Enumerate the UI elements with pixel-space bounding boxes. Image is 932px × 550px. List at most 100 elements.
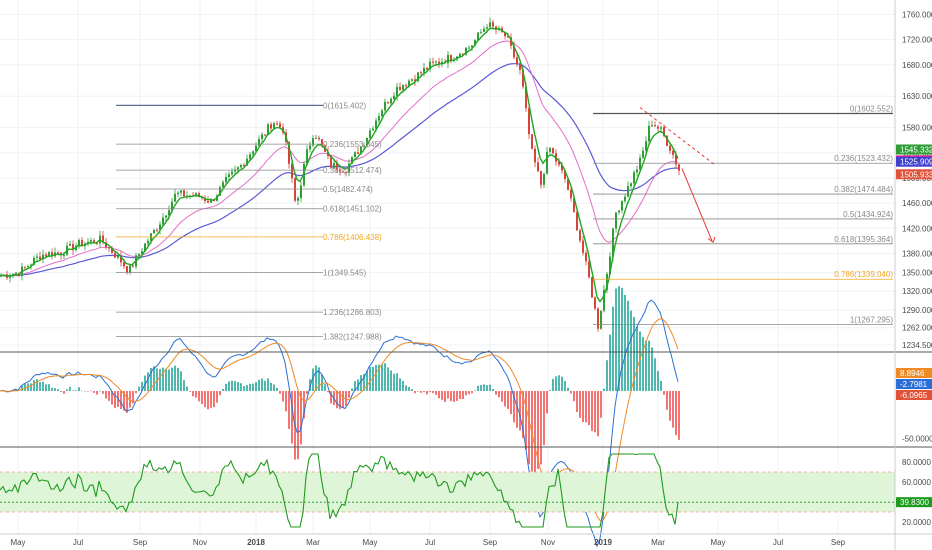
macd-histogram-bar [201,391,203,405]
macd-histogram-bar [210,391,212,408]
candle-body [372,128,374,131]
macd-histogram-bar [579,391,581,418]
candle-body [312,138,314,146]
macd-histogram-bar [105,391,107,399]
rsi-tick-label: 60.0000 [902,478,931,487]
candle-body [273,123,275,129]
time-tick-label: May [362,538,377,547]
macd-histogram-bar [492,388,494,391]
macd-histogram-bar [144,375,146,391]
price-tag-label: 1525.909 [900,158,932,167]
macd-histogram-bar [645,340,647,391]
candle-body [222,182,224,188]
macd-signal-line [0,318,679,522]
candle-body [33,257,35,265]
candle-body [441,61,443,64]
candle-body [168,210,170,216]
macd-histogram-bar [102,391,104,394]
macd-histogram-bar [633,317,635,391]
candle-body [546,151,548,174]
candle-body [30,264,32,266]
macd-histogram-bar [558,375,560,391]
macd-histogram-bar [156,368,158,391]
macd-histogram-bar [327,391,329,393]
macd-histogram-bar [45,384,47,391]
candle-body [660,127,662,129]
candle-body [264,134,266,136]
macd-histogram-bar [567,387,569,391]
macd-histogram-bar [306,391,308,394]
macd-histogram-bar [285,391,287,412]
macd-histogram-bar [183,380,185,391]
macd-histogram-bar [582,391,584,423]
macd-histogram-bar [465,391,467,396]
macd-histogram-bar [489,384,491,391]
candle-body [204,197,206,201]
macd-tag-label: 8.8946 [900,369,925,378]
macd-histogram-bar [459,391,461,400]
candle-body [120,255,122,263]
macd-histogram-bar [213,391,215,408]
candle-body [423,67,425,73]
candle-body [45,254,47,257]
macd-pane[interactable] [0,286,680,548]
macd-histogram-bar [369,367,371,391]
rsi-pane[interactable] [0,453,895,528]
macd-histogram-bar [534,391,536,474]
candle-body [276,123,278,125]
candle-body [237,167,239,170]
macd-histogram-bar [654,358,656,391]
macd-histogram-bar [150,368,152,391]
fib-left-label: 0.382(1512.474) [323,166,382,175]
candle-body [585,252,587,262]
candle-body [270,124,272,129]
candle-body [342,171,344,173]
candle-body [72,243,74,251]
macd-histogram-bar [324,384,326,391]
fib-left-label: 0.618(1451.102) [323,205,382,214]
candle-body [549,148,551,152]
candle-body [336,163,338,170]
price-tick-label: 1580.000 [902,124,932,133]
price-pane[interactable]: 0(1615.402) 0.236(1553.845) 0.382(1512.474… [0,17,893,342]
macd-histogram-bar [663,391,665,395]
price-tick-label: 1630.000 [902,92,932,101]
candle-body [171,201,173,211]
macd-histogram-bar [177,367,179,391]
candle-body [39,256,41,260]
candle-body [450,54,452,61]
macd-histogram-bar [414,391,416,394]
candle-body [390,98,392,104]
macd-histogram-bar [549,390,551,391]
candle-body [93,240,95,243]
candle-body [195,193,197,197]
candle-body [678,164,680,171]
macd-histogram-bar [141,381,143,391]
macd-histogram-bar [426,391,428,395]
price-tick-label: 1262.000 [902,324,932,333]
candle-body [540,170,542,185]
candle-body [630,183,632,187]
macd-histogram-bar [366,370,368,391]
fib-right-label: 0(1602.552) [850,104,893,113]
macd-histogram-bar [507,391,509,409]
macd-histogram-bar [585,391,587,423]
candle-body [348,163,350,173]
candle-body [114,252,116,258]
candle-body [603,289,605,311]
candle-body [117,255,119,258]
candle-body [300,185,302,199]
price-tick-label: 1460.000 [902,199,932,208]
macd-histogram-bar [99,390,101,392]
macd-histogram-bar [543,391,545,446]
macd-histogram-bar [339,391,341,410]
macd-histogram-bar [438,391,440,399]
candle-body [183,190,185,197]
candle-body [609,256,611,274]
candle-body [657,126,659,129]
candle-body [36,256,38,258]
candle-body [399,86,401,90]
candle-body [267,124,269,135]
rsi-line [0,453,679,528]
